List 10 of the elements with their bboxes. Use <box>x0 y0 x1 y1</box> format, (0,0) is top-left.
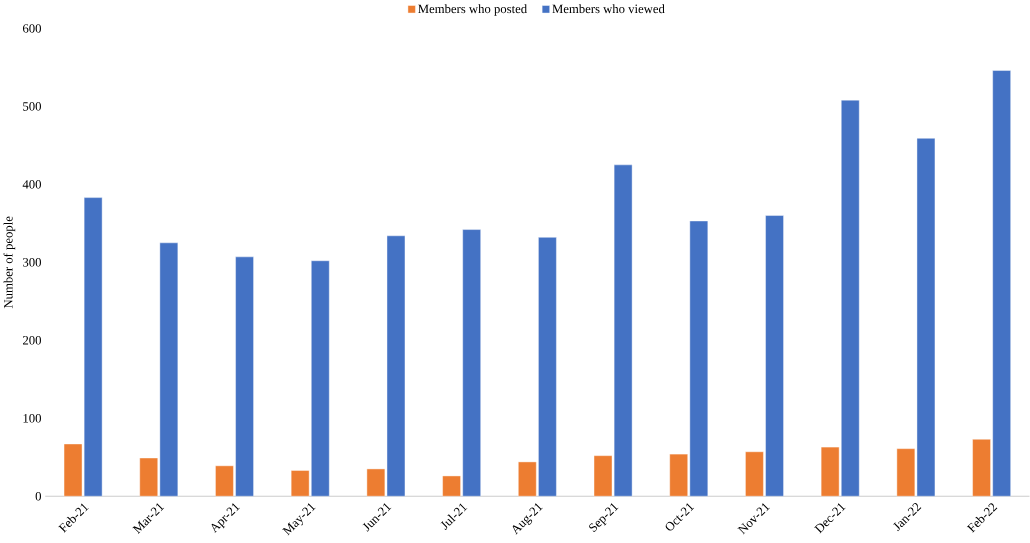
y-tick-label: 200 <box>23 336 41 345</box>
y-tick-label: 400 <box>22 180 41 189</box>
y-tick-label: 500 <box>23 102 41 111</box>
y-tick-label: 100 <box>23 414 41 423</box>
y-tick-label: 0 <box>35 492 41 501</box>
legend-label: Members who viewed <box>552 4 665 14</box>
y-tick-label: 600 <box>22 24 41 33</box>
y-axis-title: Number of people <box>3 216 16 309</box>
legend-label: Members who posted <box>418 4 527 16</box>
y-tick-label: 300 <box>23 258 41 267</box>
